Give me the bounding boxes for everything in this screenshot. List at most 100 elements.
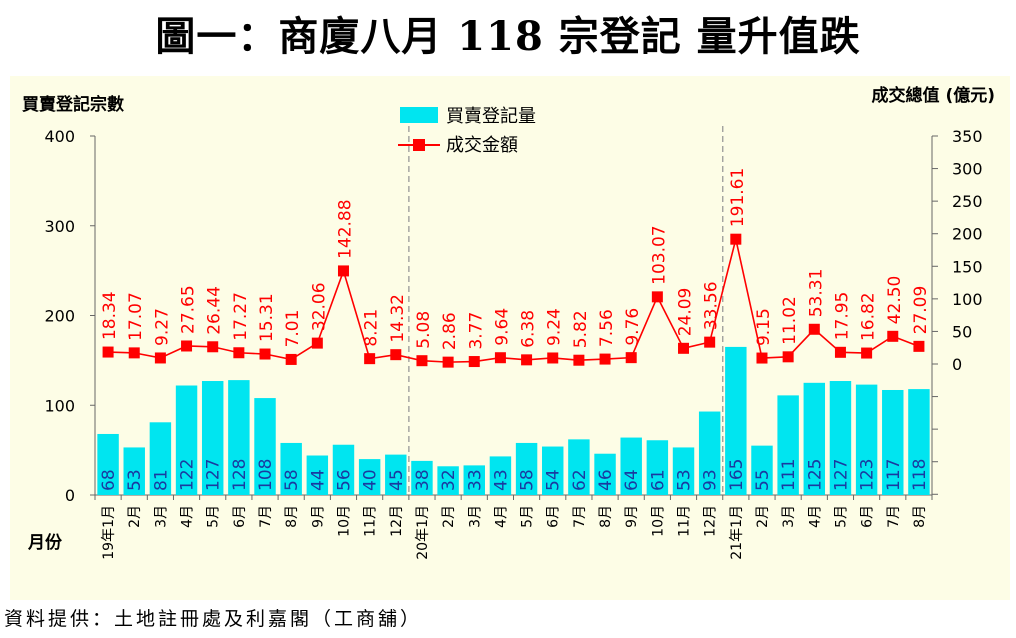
line-point [625,352,637,364]
line-value-label: 18.34 [100,291,120,340]
x-tick-label: 10月 [336,505,352,537]
right-tick-label: 150 [952,257,983,276]
line-point [887,330,899,342]
bar-value-label: 123 [858,459,878,491]
bar [646,440,669,495]
bar [829,381,852,495]
bar [463,465,485,495]
bar-value-label: 122 [178,459,198,491]
x-tick-label: 6月 [546,505,562,528]
line-value-label: 3.77 [466,312,486,350]
line-point [756,352,768,364]
line-value-label: 5.08 [414,311,434,349]
bar [751,445,773,495]
x-tick-label: 6月 [232,505,248,528]
bar-value-label: 62 [570,469,590,491]
x-tick-label: 7月 [258,505,274,528]
line-value-label: 9.76 [623,308,643,346]
line-point [494,352,506,364]
x-tick-label: 4月 [807,505,823,528]
chart: 0 100 200 300 400 0 50 100 150 200 250 300 350 買賣登記宗數… [22,85,995,560]
x-tick-label: 2月 [441,505,457,528]
legend-line-marker [413,139,425,151]
line-value-label: 26.44 [205,286,225,335]
left-tick-label: 100 [44,396,75,415]
x-axis-title: 月份 [27,532,63,553]
line-point [913,340,925,352]
x-tick-label: 5月 [206,505,222,528]
right-tick-label: 0 [952,355,962,374]
bar-value-label: 64 [622,469,642,491]
x-tick-label: 3月 [781,505,797,528]
bar [672,447,695,495]
x-tick-label: 8月 [284,505,300,528]
x-tick-label: 9月 [624,505,640,528]
line-value-label: 9.24 [545,308,565,346]
bar-value-label: 81 [151,469,171,491]
bar-value-label: 125 [805,459,825,491]
line-point [259,348,271,360]
bar-value-label: 44 [308,469,328,491]
line-point [311,337,323,349]
line-value-label: 32.06 [309,282,329,331]
bar-value-label: 118 [910,459,930,491]
line-value-label: 15.31 [257,293,277,342]
line-point [154,352,166,364]
x-tick-label: 4月 [180,505,196,528]
line-point [233,347,245,359]
bar [254,398,276,495]
plot-background [10,76,1010,600]
left-tick-label: 0 [65,486,75,505]
bar-value-label: 56 [334,469,354,491]
x-tick-label: 21年1月 [729,505,745,560]
line-point [573,354,585,366]
source-note: 資料提供：土地註冊處及利嘉閣（工商舖） [4,608,423,630]
bar-value-label: 165 [727,459,747,491]
line-value-label: 11.02 [780,296,800,345]
right-tick-label: 300 [952,160,983,179]
bar [594,453,616,495]
line-point [730,233,742,245]
line-point [102,346,114,358]
right-axis-title: 成交總值 (億元) [872,85,995,106]
bar [620,437,642,495]
bar-value-label: 58 [282,469,302,491]
bar-value-label: 46 [596,469,616,491]
bar [542,446,564,495]
x-tick-label: 19年1月 [101,505,117,560]
left-tick-label: 300 [44,217,75,236]
x-tick-label: 3月 [153,505,169,528]
bar [725,346,747,495]
bar-value-label: 38 [413,469,433,491]
line-value-label: 9.64 [492,308,512,346]
line-point [416,355,428,367]
line-value-label: 27.09 [911,286,931,335]
bar-value-label: 93 [701,469,721,491]
bar [777,395,799,495]
bar [568,439,590,495]
bar-value-label: 111 [779,459,799,491]
line-value-label: 17.07 [126,292,146,341]
line-value-label: 5.82 [571,310,591,348]
line-point [861,347,873,359]
line-point [808,323,820,335]
bar [882,389,904,495]
bar [175,385,198,495]
bar-value-label: 55 [753,469,773,491]
line-value-label: 33.56 [702,281,722,330]
line-point [468,356,480,368]
bar [280,442,302,495]
bar-value-label: 32 [439,469,459,491]
x-tick-label: 2月 [755,505,771,528]
bar [385,454,407,495]
line-point [337,265,349,277]
line-point [547,352,559,364]
left-tick-label: 400 [44,127,75,146]
line-point [181,340,193,352]
line-value-label: 142.88 [335,199,355,258]
bar-value-label: 53 [675,469,695,491]
right-tick-label: 200 [952,225,983,244]
bar [306,455,329,495]
line-point [834,346,846,358]
line-value-label: 17.95 [832,292,852,341]
